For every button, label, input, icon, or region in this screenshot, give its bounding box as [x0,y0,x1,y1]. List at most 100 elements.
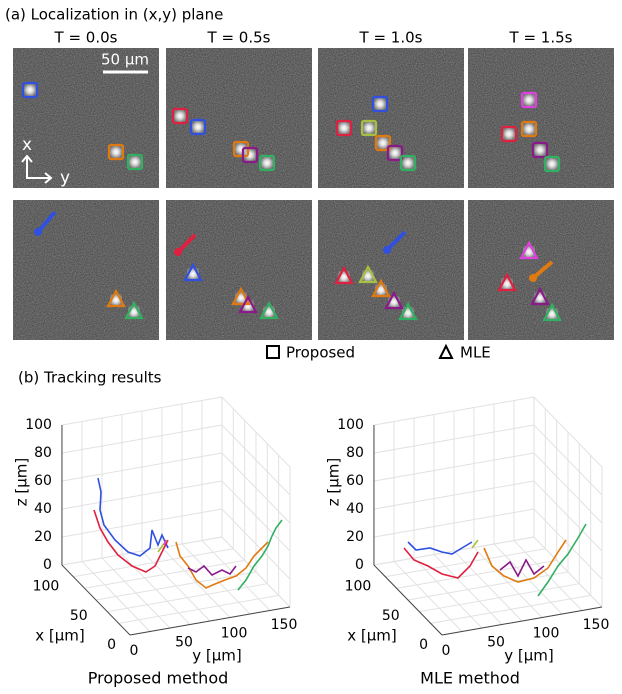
marker-square [107,143,125,161]
marker-square [335,119,353,137]
marker-square [520,120,538,138]
marker-square [386,144,404,162]
wall-grid [533,480,603,552]
z-tick-label: 80 [346,445,364,461]
plot-caption: MLE method [420,669,520,688]
floor-grid [393,561,463,632]
arrow [385,230,407,252]
trajectory [163,539,167,546]
trajectory [499,558,545,578]
legend-label: MLE [460,344,491,362]
marker-triangle [334,265,354,285]
wall-grid [61,536,223,566]
wall-grid [221,452,291,524]
legend-square [266,345,280,359]
axis-x-label: x [22,135,32,155]
cell [175,111,185,121]
wall-grid [221,396,291,468]
marker-triangle [497,272,517,292]
marker-triangle [358,264,378,284]
axis-line [61,564,131,636]
floor-grid [181,543,251,615]
marker-triangle [231,286,251,306]
axes-icon [21,154,53,184]
trajectory [537,523,587,597]
cell [193,122,203,132]
arrow-head [174,248,182,256]
arrow [36,210,57,234]
y-tick-label: 150 [271,617,298,633]
z-tick-label: 0 [43,557,52,573]
panel-a-title: (a) Localization in (x,y) plane [5,6,223,24]
x-tick-label: 50 [70,608,88,624]
floor-grid [433,554,503,625]
trajectory [403,547,479,579]
wall-grid [373,424,535,454]
trajectory [187,564,237,576]
time-label: T = 0.0s [54,29,118,47]
image-noise [318,48,464,188]
y-tick-label: 150 [583,617,610,633]
y-tick-label: 50 [487,634,505,650]
marker-square [374,134,392,152]
y-tick-label: 0 [130,643,139,659]
z-tick-label: 60 [34,473,52,489]
image-noise [166,48,312,188]
y-tick-label: 50 [175,634,193,650]
x-tick-label: 0 [419,637,428,653]
cell [378,138,388,148]
wall-grid [221,508,291,580]
wall-grid [373,396,535,426]
wall-grid [61,424,223,454]
marker-square [189,118,207,136]
z-tick-label: 80 [34,445,52,461]
cell [403,158,413,168]
marker-square [531,141,549,159]
marker-triangle [542,302,562,322]
trajectory [237,519,283,591]
time-label: T = 0.5s [207,29,271,47]
time-label: T = 1.5s [509,29,573,47]
cell [364,123,374,133]
cell [524,95,534,105]
image-noise [13,48,159,188]
cell [535,145,545,155]
z-tick-label: 100 [25,417,52,433]
floor-grid [81,561,151,632]
axis-y-label: y [60,168,70,188]
image-grid [13,48,614,340]
arrow [176,233,197,254]
cell [524,124,534,134]
wall-grid [533,452,603,524]
trajectory [93,509,169,573]
marker-square [543,155,561,173]
wall-grid [221,536,291,608]
wall-grid [533,508,603,580]
arrow [531,260,554,280]
wall-grid [533,396,603,468]
image-noise [166,200,312,340]
y-axis-label: y [µm] [504,647,554,665]
axis-line [373,564,443,636]
z-axis-label: z [µm] [325,458,343,507]
floor-grid [161,547,231,618]
plots: 0 20 40 60 80 100 0 50 100 0 50 100 150 z [µm] x [µm] y… [13,396,610,688]
cell [25,85,35,95]
floor-grid [453,550,523,622]
marker-square [258,154,276,172]
cell [547,159,557,169]
floor-grid [101,557,171,629]
marker-square [241,146,259,164]
x-tick-label: 0 [107,637,116,653]
wall-grid [373,536,535,566]
wall-grid [533,536,603,608]
marker-triangle [183,262,203,282]
marker-square [500,125,518,143]
arrow-head [34,228,42,236]
wall-grid [221,424,291,496]
x-axis-label: x [µm] [347,627,397,645]
cell [130,157,140,167]
z-tick-label: 20 [346,529,364,545]
